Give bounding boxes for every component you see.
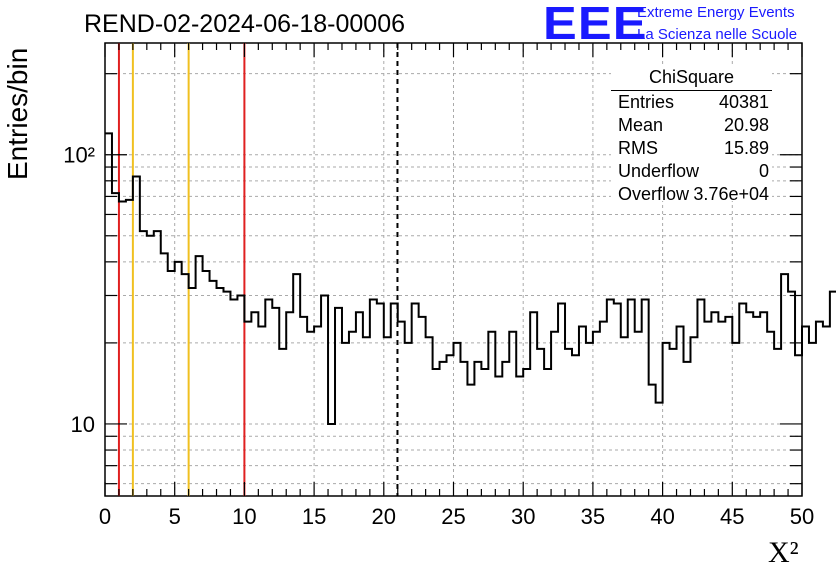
y-tick-label: 10² [63,143,95,168]
stats-label: Entries [618,92,675,112]
x-tick-labels: 0 5 10 15 20 25 30 35 40 45 50 [99,504,814,529]
stats-label: Mean [618,115,664,135]
x-tick-label: 30 [511,504,535,529]
x-tick-label: 40 [650,504,674,529]
stats-row-underflow: Underflow 0 [618,161,772,183]
y-axis-label: Entries/bin [2,47,33,180]
x-tick-label: 45 [720,504,744,529]
x-tick-label: 35 [581,504,605,529]
stats-row-rms: RMS 15.89 [618,138,772,160]
vertical-markers [117,43,399,496]
histogram-series [105,132,836,425]
x-tick-label: 15 [302,504,326,529]
histogram-line [105,132,836,425]
x-tick-label: 25 [441,504,465,529]
stats-divider [611,90,772,91]
stats-box: ChiSquare Entries 40381 Mean 20.98 RMS 1… [611,67,772,204]
stats-row-mean: Mean 20.98 [618,115,772,137]
y-tick-label: 10 [71,412,95,437]
x-tick-label: 5 [169,504,181,529]
stats-label: RMS [618,138,658,158]
x-axis-label: X² [768,536,799,569]
stats-label: Overflow [618,184,690,204]
stats-row-overflow: Overflow 3.76e+04 [618,184,772,206]
x-tick-label: 0 [99,504,111,529]
run-title: REND-02-2024-06-18-00006 [84,10,406,38]
stats-row-entries: Entries 40381 [618,92,772,114]
stats-title: ChiSquare [648,67,735,87]
x-tick-label: 10 [232,504,256,529]
stats-value: 40381 [718,92,769,112]
stats-value: 0 [758,161,769,181]
logo-line-1: Extreme Energy Events [637,4,795,21]
x-tick-label: 20 [372,504,396,529]
stats-value: 15.89 [723,138,769,158]
stats-value: 20.98 [723,115,769,135]
logo-line-2: La Scienza nelle Scuole [637,26,798,43]
axis-ticks [104,43,803,496]
eee-logo: EEE [543,0,648,49]
stats-label: Underflow [618,161,700,181]
y-tick-labels: 10 10² [63,143,95,437]
x-tick-label: 50 [790,504,814,529]
stats-value: 3.76e+04 [693,184,769,204]
